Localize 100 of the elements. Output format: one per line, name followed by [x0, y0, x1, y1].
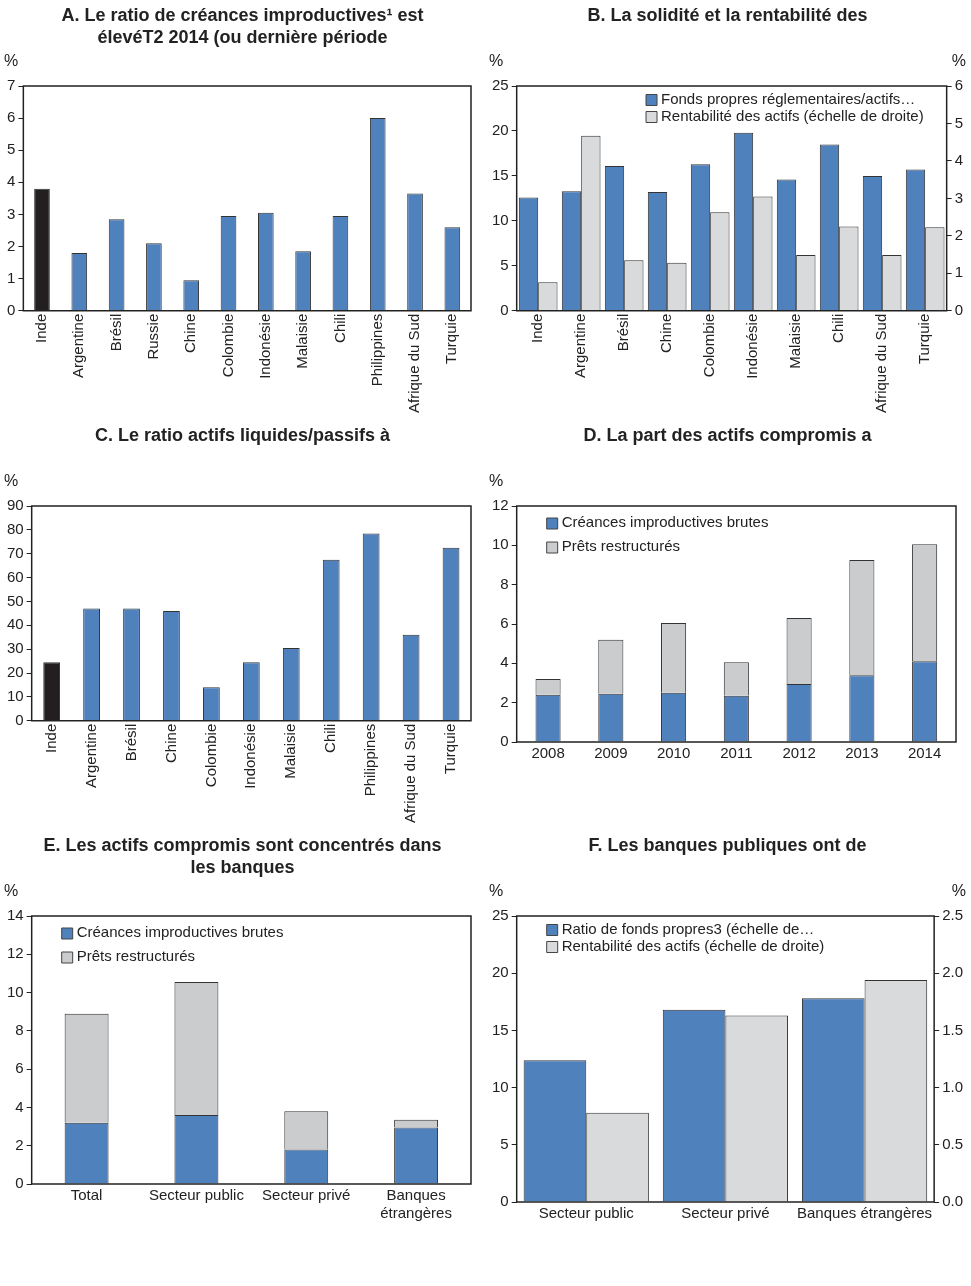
y-tick-label: 14: [7, 906, 24, 924]
x-tick-label: Chine: [161, 723, 179, 763]
y-tick-label: 15: [492, 166, 509, 184]
x-tick-label: Secteur privé: [262, 1186, 351, 1204]
y2-axis-title: %: [951, 52, 966, 70]
y-tick-label: 2: [500, 692, 509, 710]
x-tick-label: 2014: [907, 744, 942, 762]
legend-label: Prêts restructurés: [76, 947, 196, 965]
y2-tick-label: 2.5: [942, 906, 964, 924]
legend-label: Créances improductives brutes: [561, 513, 769, 531]
y-tick-label: 10: [7, 687, 24, 705]
y-tick-label: 8: [15, 1021, 24, 1038]
x-tick-label: Turquie: [442, 313, 460, 365]
y-tick-label: 12: [7, 944, 24, 962]
x-tick-label: Chine: [657, 313, 675, 353]
x-tick-label: Afrique du Sud: [405, 313, 423, 414]
y-tick-label: 40: [7, 615, 24, 633]
x-tick-label: Chine: [181, 313, 199, 353]
y-tick-label: 0: [15, 1174, 24, 1192]
x-tick-label: Philippines: [367, 313, 385, 387]
legend-label: Rentabilité des actifs (échelle de droite): [561, 936, 825, 954]
x-tick-label: Afrique du Sud: [872, 313, 890, 414]
x-tick-label: Argentine: [81, 723, 99, 788]
x-tick-label: Inde: [41, 723, 59, 753]
y-tick-label: 3: [7, 204, 16, 222]
legend-label: Prêts restructurés: [561, 537, 681, 555]
legend-label: Ratio de fonds propres3 (échelle de…: [561, 919, 815, 937]
x-tick-label: Afrique du Sud: [401, 723, 419, 824]
y-tick-label: 4: [7, 172, 16, 190]
x-tick-label: Brésil: [106, 313, 124, 352]
y2-tick-label: 2.0: [942, 963, 964, 981]
y-tick-label: 5: [7, 140, 16, 158]
chart-title: E. Les actifs compromis sont concentrés dans les banques: [42, 834, 443, 879]
y-tick-label: 20: [492, 121, 509, 139]
y2-tick-label: 1.0: [942, 1077, 964, 1095]
y2-tick-label: 0: [954, 300, 963, 318]
x-tick-label: Malaisie: [281, 723, 299, 779]
chart-title: B. La solidité et la rentabilité des: [586, 4, 869, 27]
y-tick-label: 6: [15, 1059, 24, 1077]
x-tick-label: Chili: [829, 313, 847, 343]
x-tick-label: Indonésie: [255, 313, 273, 379]
x-tick-label: Banques étrangères: [380, 1186, 452, 1222]
y-tick-label: 0: [500, 1192, 509, 1210]
x-tick-label: Argentine: [69, 313, 87, 378]
y-tick-label: 0: [15, 710, 24, 728]
y-tick-label: 25: [492, 76, 509, 94]
y-tick-label: 1: [7, 268, 16, 286]
x-tick-label: 2013: [845, 744, 879, 762]
x-tick-label: Colombie: [201, 723, 219, 788]
x-tick-label: Inde: [528, 313, 546, 343]
x-tick-label: Turquie: [441, 723, 459, 775]
x-tick-label: 2011: [720, 744, 753, 762]
x-tick-label: 2012: [782, 744, 816, 762]
x-tick-label: Malaisie: [293, 313, 311, 369]
legend-label: Créances improductives brutes: [76, 923, 284, 941]
y-axis-title: %: [489, 882, 504, 900]
y2-tick-label: 6: [954, 76, 963, 94]
y-tick-label: 25: [492, 906, 509, 924]
y-tick-label: 60: [7, 567, 24, 585]
y-axis-title: %: [489, 472, 504, 490]
y-tick-label: 90: [7, 496, 24, 514]
y2-tick-label: 2: [954, 225, 963, 243]
x-tick-label: Russie: [144, 313, 162, 360]
y-tick-label: 6: [500, 614, 509, 632]
x-tick-label: Banques étrangères: [797, 1204, 933, 1222]
x-tick-label: Argentine: [571, 313, 589, 378]
chart-title: D. La part des actifs compromis a: [582, 424, 873, 447]
y2-tick-label: 4: [954, 151, 963, 169]
y2-tick-label: 1.5: [942, 1020, 964, 1038]
x-tick-label: Chili: [321, 723, 339, 753]
y-tick-label: 0: [500, 732, 509, 750]
y-tick-label: 70: [7, 543, 24, 561]
y-axis-title: %: [4, 882, 19, 900]
chart-title: F. Les banques publiques ont de: [587, 834, 868, 857]
x-tick-label: Secteur privé: [681, 1204, 770, 1222]
y-tick-label: 0: [7, 300, 16, 318]
x-tick-label: Indonésie: [241, 723, 259, 789]
x-tick-label: 2009: [594, 744, 628, 762]
y-tick-label: 10: [7, 982, 24, 1000]
y-tick-label: 6: [7, 108, 16, 126]
x-tick-label: Philippines: [361, 723, 379, 797]
y-tick-label: 30: [7, 639, 24, 657]
x-tick-label: Malaisie: [786, 313, 804, 369]
x-tick-label: Secteur public: [538, 1204, 635, 1222]
legend-label: Fonds propres réglementaires/actifs…: [661, 89, 916, 107]
x-tick-label: Brésil: [121, 723, 139, 762]
y-tick-label: 0: [500, 300, 509, 318]
y-tick-label: 2: [7, 236, 16, 254]
y-tick-label: 15: [492, 1020, 509, 1038]
y2-tick-label: 5: [954, 113, 963, 131]
legend-label: Rentabilité des actifs (échelle de droite): [661, 106, 924, 124]
x-tick-label: 2008: [531, 744, 565, 762]
y-tick-label: 50: [7, 591, 24, 609]
x-tick-label: Indonésie: [743, 313, 761, 379]
x-tick-label: Brésil: [614, 313, 632, 352]
y-tick-label: 20: [7, 663, 24, 681]
y2-tick-label: 1: [954, 263, 963, 281]
x-tick-label: Inde: [32, 313, 50, 343]
x-tick-label: Total: [70, 1186, 103, 1204]
y-tick-label: 7: [7, 76, 16, 94]
